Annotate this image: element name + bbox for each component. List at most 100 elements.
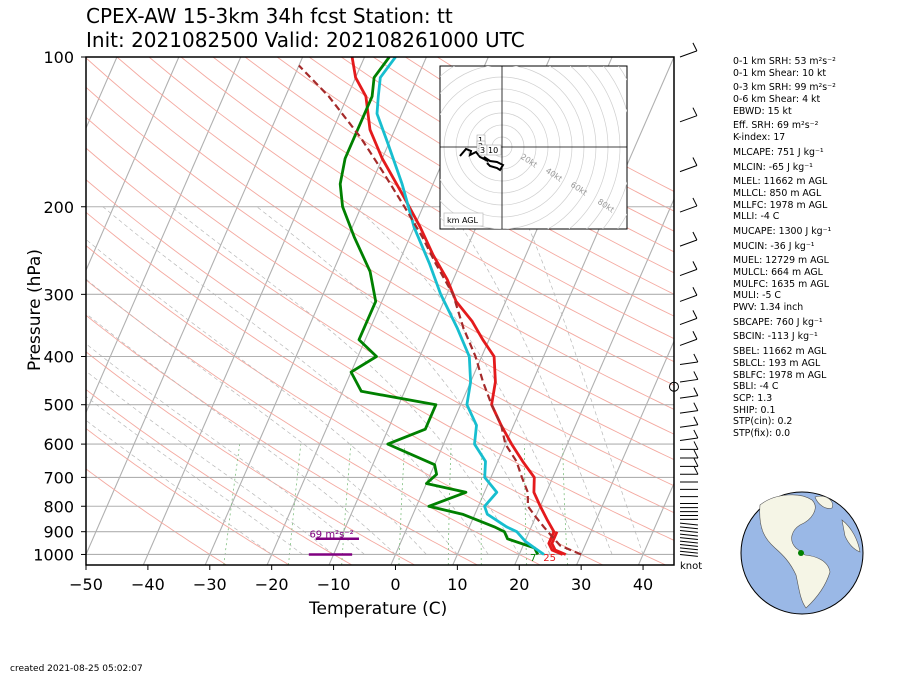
y-tick-label: 300 xyxy=(43,285,74,304)
hodograph-height-label: 10 xyxy=(488,146,498,155)
wind-barb-flag xyxy=(693,429,699,439)
mixing-ratio-line xyxy=(524,444,528,565)
x-tick-label: 20 xyxy=(509,575,529,594)
stat-sbel: SBEL: 11662 m AGL xyxy=(733,346,827,358)
stat-mlel: MLEL: 11662 m AGL xyxy=(733,176,828,188)
wind-barb xyxy=(679,540,698,544)
location-globe xyxy=(740,491,864,615)
mixing-ratio-line xyxy=(398,444,406,565)
x-tick-label: −50 xyxy=(69,575,103,594)
y-tick-label: 400 xyxy=(43,348,74,367)
wind-barb-flag xyxy=(692,42,698,52)
wind-barb xyxy=(679,165,698,173)
mixing-ratio-line xyxy=(288,444,302,565)
hodograph-legend-box xyxy=(443,212,484,227)
stat-sbcape: SBCAPE: 760 J kg⁻¹ xyxy=(733,316,823,328)
wind-barb xyxy=(679,550,698,554)
wind-barb xyxy=(679,537,698,540)
y-tick-label: 500 xyxy=(43,396,74,415)
stat-eff-srh: Eff. SRH: 69 m²s⁻² xyxy=(733,120,819,132)
stat-shear-0-1: 0-1 km Shear: 10 kt xyxy=(733,67,827,79)
wind-barb xyxy=(679,294,698,302)
stat-mucape: MUCAPE: 1300 J kg⁻¹ xyxy=(733,225,832,237)
stat-mllfc: MLLFC: 1978 m AGL xyxy=(733,199,828,211)
hodograph-trace xyxy=(459,147,505,172)
y-tick-label: 200 xyxy=(43,198,74,217)
wind-barb-flag xyxy=(692,157,698,166)
wind-barb-flag xyxy=(693,371,699,380)
hodograph-height-label: 3 xyxy=(480,146,485,155)
wind-barb xyxy=(679,395,698,399)
wind-barb xyxy=(679,239,698,247)
wind-barb-flag xyxy=(692,331,698,340)
surface-marker-label: 7 xyxy=(530,553,536,564)
wind-barb-flag xyxy=(693,353,699,363)
y-axis-label: Pressure (hPa) xyxy=(24,249,45,371)
hodograph-legend-label: km AGL xyxy=(447,216,479,225)
wind-barb xyxy=(679,338,698,346)
isotherm-line xyxy=(452,57,674,565)
mixing-ratio-line xyxy=(447,444,452,565)
surface-marker-label: 25 xyxy=(543,553,556,564)
dry-adiabat-line xyxy=(86,314,478,565)
stats-panel: 0-1 km SRH: 53 m²s⁻² 0-1 km Shear: 10 kt… xyxy=(733,56,836,440)
station-location-marker xyxy=(798,550,804,556)
wind-unit-label: knot xyxy=(680,561,702,572)
series-temperature-line xyxy=(350,57,564,556)
wind-barb xyxy=(679,544,698,547)
y-tick-label: 100 xyxy=(43,48,74,67)
stat-mlcin: MLCIN: -65 J kg⁻¹ xyxy=(733,161,813,173)
wind-barb xyxy=(679,50,698,58)
series-dewpoint-line xyxy=(338,57,540,556)
mixing-ratio-line xyxy=(480,444,483,565)
chart-title-line1: CPEX-AW 15-3km 34h fcst Station: tt xyxy=(86,4,453,28)
srh-annotation-label: 69 m²s⁻² xyxy=(309,530,353,541)
mixing-ratio-line xyxy=(223,444,241,565)
y-tick-label: 900 xyxy=(43,523,74,542)
isotherm-line xyxy=(86,57,304,556)
wind-barb-flag xyxy=(693,449,699,459)
dry-adiabat-line xyxy=(276,57,674,295)
x-tick-label: −30 xyxy=(193,575,227,594)
stat-mllcl: MLLCL: 850 m AGL xyxy=(733,187,822,199)
wind-barb-flag xyxy=(693,458,699,467)
wind-barb xyxy=(679,361,698,365)
dry-adiabat-line xyxy=(86,57,674,435)
stat-stp-cin: STP(cin): 0.2 xyxy=(733,416,793,428)
moist-adiabat-line xyxy=(86,396,303,555)
wind-barb-flag xyxy=(693,441,699,450)
dry-adiabat-line xyxy=(86,279,541,565)
x-tick-label: 0 xyxy=(390,575,400,594)
wind-barb xyxy=(679,410,698,414)
wind-barb xyxy=(679,317,698,326)
globe-land-africa xyxy=(841,519,861,553)
wind-barb xyxy=(679,553,698,557)
stat-muli: MULI: -5 C xyxy=(733,290,781,302)
dry-adiabat-line xyxy=(86,86,674,461)
stat-ship: SHIP: 0.1 xyxy=(733,404,776,416)
x-tick-label: 30 xyxy=(571,575,591,594)
created-timestamp: created 2021-08-25 05:02:07 xyxy=(10,664,143,674)
x-tick-label: 10 xyxy=(447,575,467,594)
stat-k-index: K-index: 17 xyxy=(733,132,786,144)
wind-barb xyxy=(679,378,698,383)
hodograph-inset: 20kt40kt60kt80kt12310km AGL xyxy=(439,65,628,230)
moist-adiabat-line xyxy=(86,278,427,555)
series-wet-bulb-line xyxy=(375,57,545,556)
wind-barb-flag xyxy=(692,310,698,319)
dry-adiabat-line xyxy=(86,351,415,565)
dry-adiabat-line xyxy=(180,57,674,363)
x-tick-label: 40 xyxy=(633,575,653,594)
hodograph-height-label: 1 xyxy=(478,136,483,145)
x-tick-label: −40 xyxy=(131,575,165,594)
stat-sbli: SBLI: -4 C xyxy=(733,381,779,393)
dry-adiabat-line xyxy=(148,57,674,386)
moist-adiabat-line xyxy=(86,343,365,555)
stat-pwv: PWV: 1.34 inch xyxy=(733,302,804,314)
isotherm-line xyxy=(86,57,242,414)
wind-barb xyxy=(679,115,698,123)
stat-mulfc: MULFC: 1635 m AGL xyxy=(733,278,829,290)
stat-ebwd: EBWD: 15 kt xyxy=(733,105,792,117)
x-axis-label: Temperature (C) xyxy=(309,599,448,619)
